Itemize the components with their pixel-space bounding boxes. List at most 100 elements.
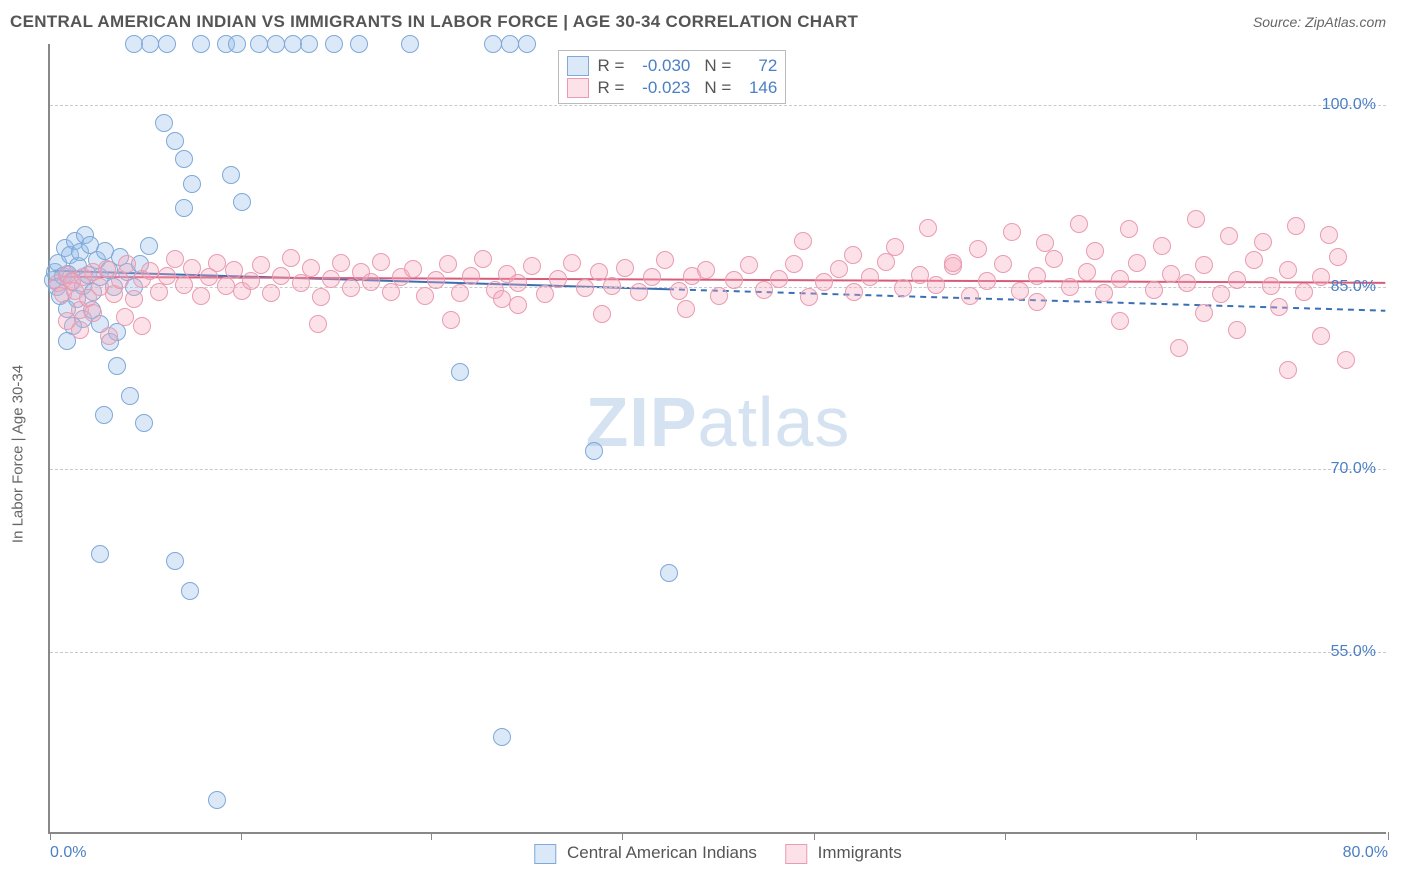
data-point (794, 232, 812, 250)
data-point (208, 791, 226, 809)
data-point (755, 281, 773, 299)
data-point (660, 564, 678, 582)
data-point (536, 285, 554, 303)
data-point (969, 240, 987, 258)
data-point (501, 35, 519, 53)
data-point (84, 304, 102, 322)
data-point (125, 290, 143, 308)
data-point (1254, 233, 1272, 251)
data-point (911, 266, 929, 284)
data-point (861, 268, 879, 286)
data-point (1070, 215, 1088, 233)
data-point (1270, 298, 1288, 316)
data-point (121, 387, 139, 405)
data-point (300, 35, 318, 53)
plot-area: ZIPatlas R =-0.030N =72R =-0.023N =146 C… (48, 44, 1386, 834)
legend-item-1: Central American Indians (534, 843, 757, 864)
data-point (1028, 293, 1046, 311)
xtick (622, 832, 623, 840)
data-point (894, 279, 912, 297)
data-point (1262, 277, 1280, 295)
data-point (1228, 321, 1246, 339)
y-axis-label: In Labor Force | Age 30-34 (10, 365, 27, 543)
data-point (770, 270, 788, 288)
data-point (919, 219, 937, 237)
data-point (267, 35, 285, 53)
xtick (241, 832, 242, 840)
chart-title: CENTRAL AMERICAN INDIAN VS IMMIGRANTS IN… (10, 12, 858, 32)
data-point (740, 256, 758, 274)
xtick-label-max: 80.0% (1343, 844, 1388, 862)
data-point (1312, 327, 1330, 345)
n-value: 146 (739, 78, 777, 98)
data-point (141, 262, 159, 280)
ytick-label: 85.0% (1331, 278, 1376, 296)
data-point (509, 274, 527, 292)
data-point (95, 406, 113, 424)
data-point (1003, 223, 1021, 241)
data-point (225, 261, 243, 279)
data-point (785, 255, 803, 273)
data-point (1120, 220, 1138, 238)
data-point (442, 311, 460, 329)
data-point (166, 250, 184, 268)
data-point (292, 274, 310, 292)
data-point (1279, 261, 1297, 279)
legend-label-2: Immigrants (818, 843, 902, 862)
n-label: N = (704, 78, 731, 98)
xtick (50, 832, 51, 840)
data-point (1170, 339, 1188, 357)
data-point (1329, 248, 1347, 266)
data-point (978, 272, 996, 290)
data-point (677, 300, 695, 318)
data-point (815, 273, 833, 291)
data-point (372, 253, 390, 271)
trend-lines-svg (50, 44, 1386, 832)
data-point (462, 267, 480, 285)
data-point (1287, 217, 1305, 235)
data-point (302, 259, 320, 277)
data-point (175, 150, 193, 168)
data-point (1245, 251, 1263, 269)
data-point (1078, 263, 1096, 281)
data-point (474, 250, 492, 268)
data-point (250, 35, 268, 53)
data-point (100, 327, 118, 345)
gridline-h (50, 105, 1386, 106)
data-point (603, 277, 621, 295)
data-point (1162, 265, 1180, 283)
gridline-h (50, 469, 1386, 470)
data-point (1111, 270, 1129, 288)
data-point (1195, 256, 1213, 274)
chart-container: In Labor Force | Age 30-34 ZIPatlas R =-… (24, 44, 1396, 864)
r-label: R = (597, 78, 624, 98)
data-point (845, 283, 863, 301)
data-point (175, 199, 193, 217)
data-point (222, 166, 240, 184)
data-point (1295, 283, 1313, 301)
data-point (325, 35, 343, 53)
data-point (710, 287, 728, 305)
ytick-label: 55.0% (1331, 643, 1376, 661)
data-point (133, 317, 151, 335)
data-point (886, 238, 904, 256)
data-point (563, 254, 581, 272)
data-point (166, 132, 184, 150)
data-point (451, 363, 469, 381)
data-point (1312, 268, 1330, 286)
data-point (493, 728, 511, 746)
data-point (725, 271, 743, 289)
r-value: -0.023 (632, 78, 690, 98)
data-point (91, 545, 109, 563)
data-point (175, 276, 193, 294)
data-point (401, 35, 419, 53)
data-point (155, 114, 173, 132)
data-point (1095, 284, 1113, 302)
data-point (208, 254, 226, 272)
data-point (427, 271, 445, 289)
data-point (1220, 227, 1238, 245)
data-point (282, 249, 300, 267)
data-point (309, 315, 327, 333)
data-point (643, 268, 661, 286)
legend-label-1: Central American Indians (567, 843, 757, 862)
